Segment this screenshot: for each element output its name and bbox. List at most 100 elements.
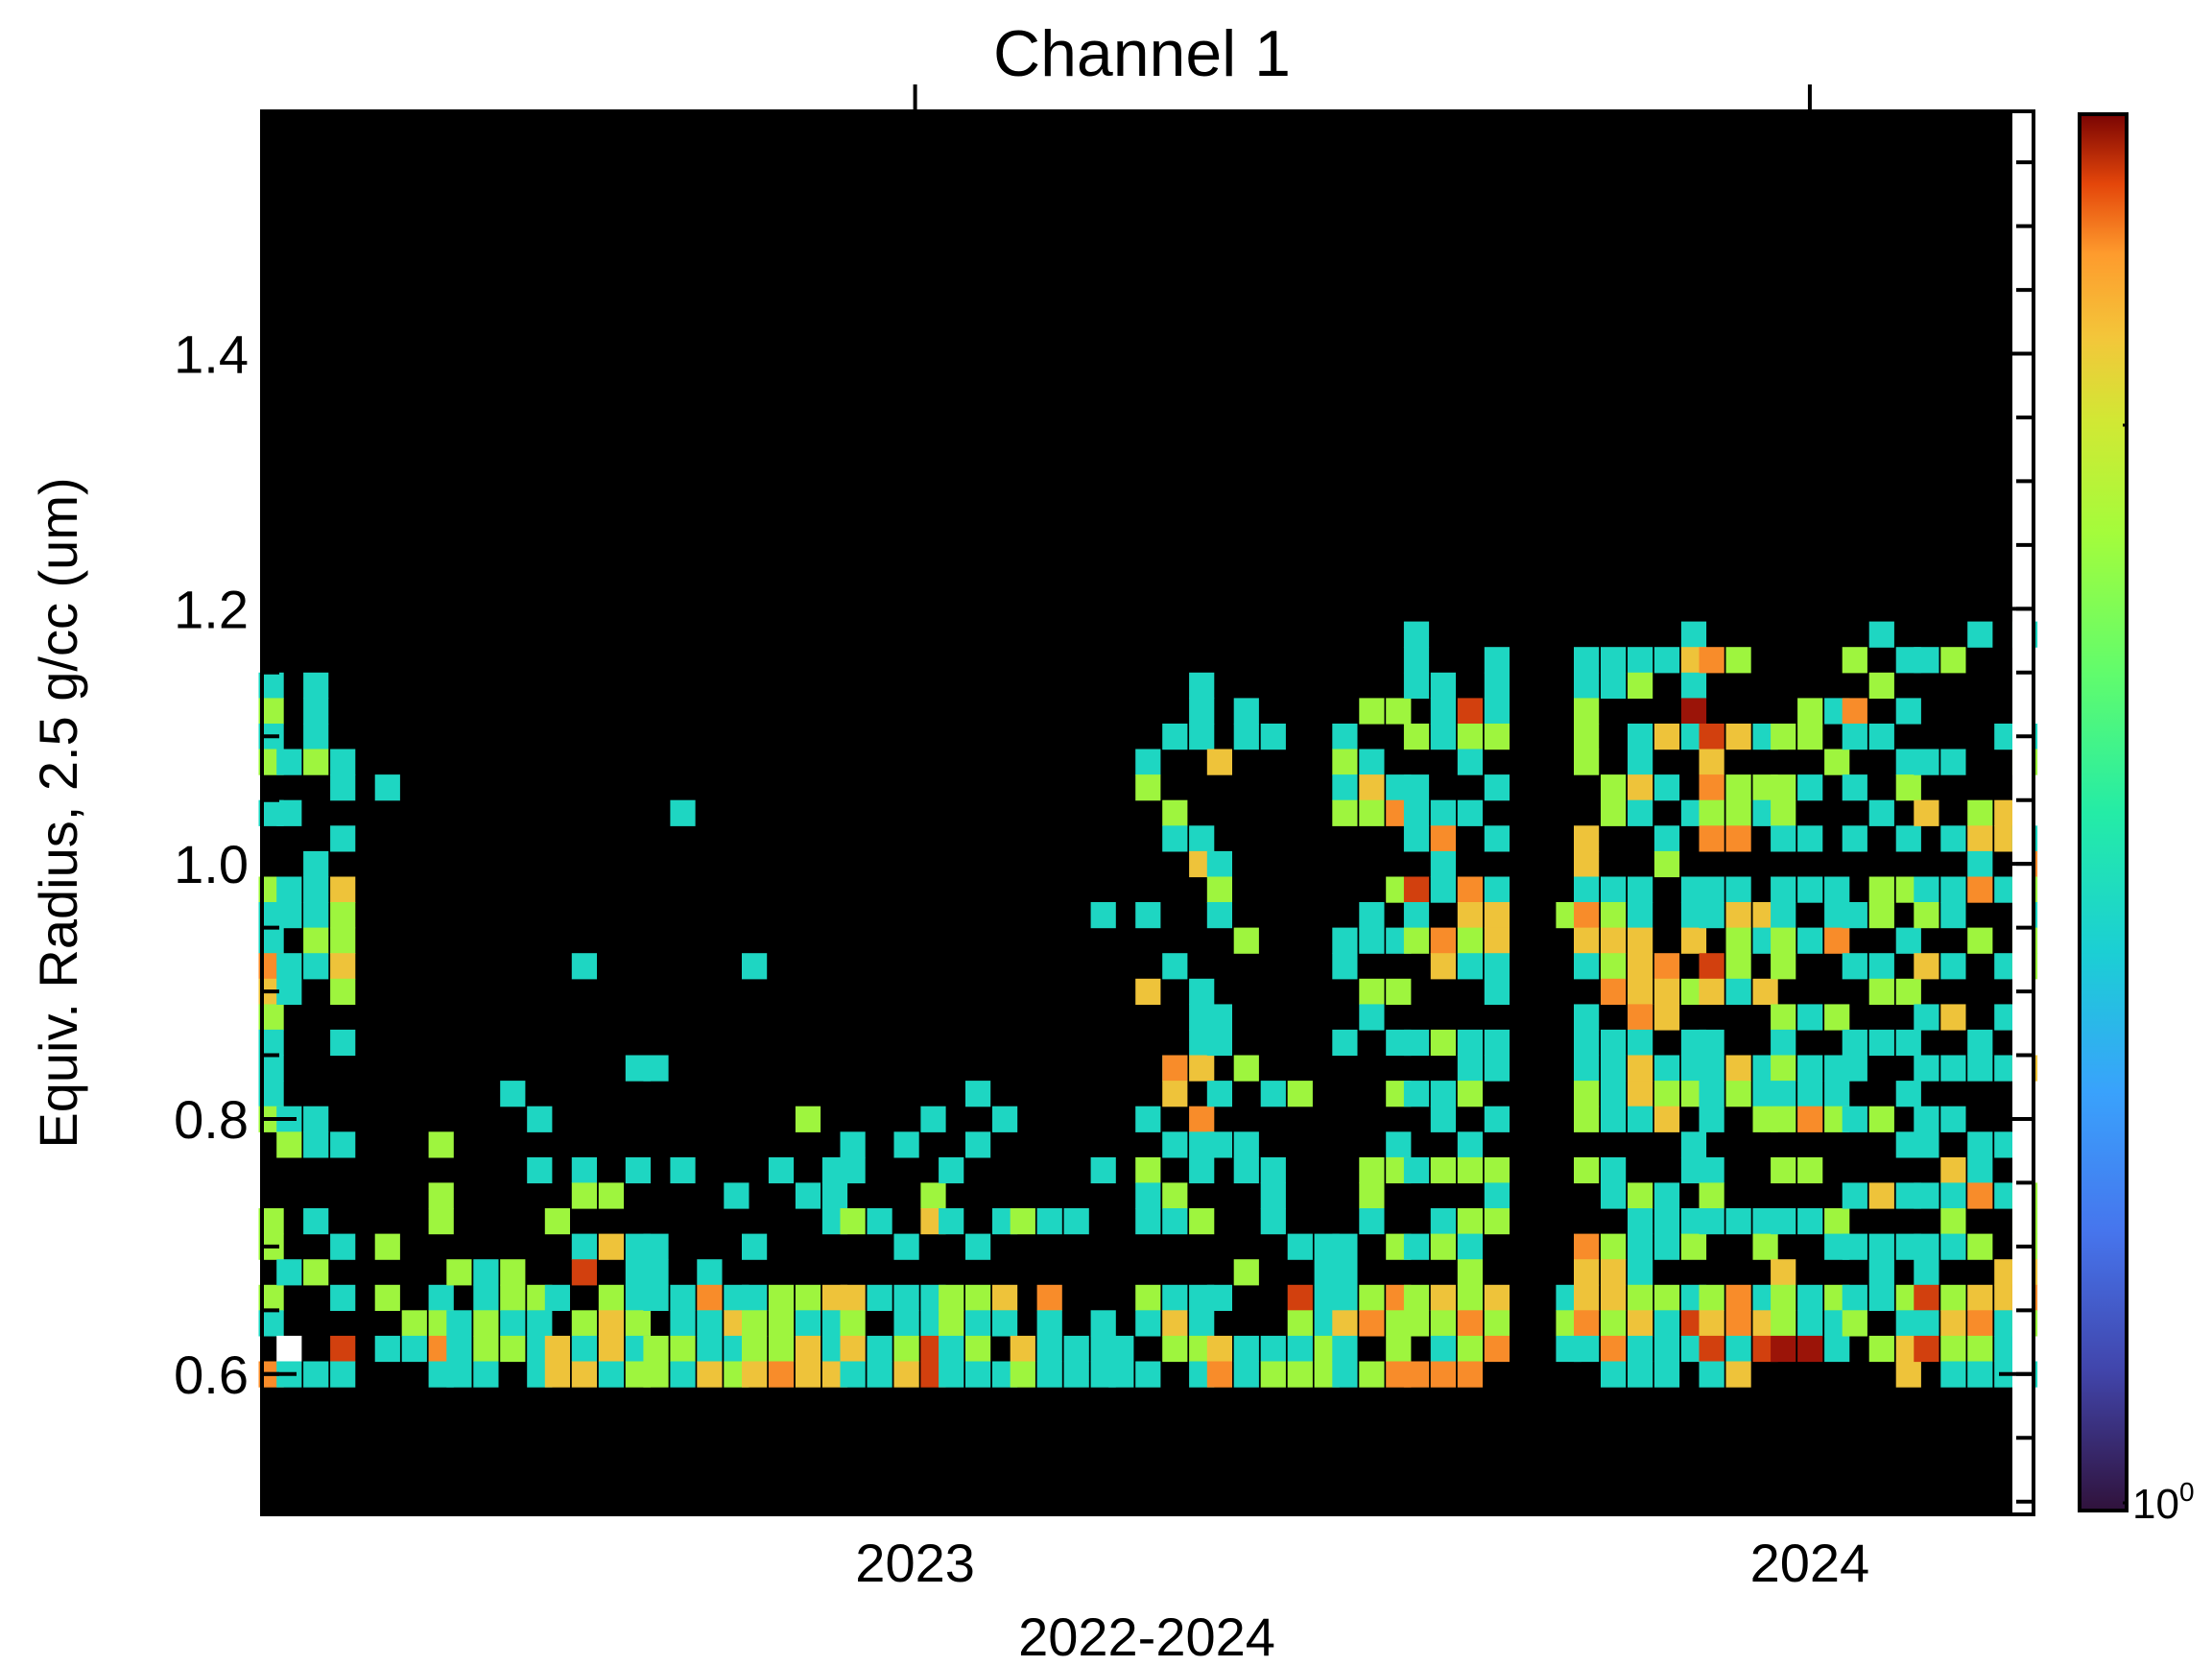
heatmap-cell <box>1206 1131 1232 1158</box>
heatmap-cell <box>1842 1029 1867 1057</box>
heatmap-cell <box>1403 1156 1430 1184</box>
heatmap-cell <box>1457 876 1483 903</box>
heatmap-cell <box>1771 774 1796 801</box>
heatmap-cell <box>768 1361 795 1388</box>
heatmap-cell <box>1868 799 1894 826</box>
heatmap-cell <box>1403 774 1430 801</box>
heatmap-cell <box>840 1335 866 1363</box>
heatmap-cell <box>1189 1310 1215 1337</box>
heatmap-cell <box>1403 1081 1430 1107</box>
heatmap-cell <box>500 1310 526 1337</box>
heatmap-cell <box>1332 1335 1358 1363</box>
heatmap-cell <box>1359 1284 1385 1311</box>
heatmap-cell <box>1653 1335 1680 1363</box>
heatmap-cell <box>670 1361 696 1388</box>
heatmap-cell <box>303 1106 329 1132</box>
heatmap-cell <box>544 1361 570 1388</box>
heatmap-cell <box>1206 1081 1232 1107</box>
heatmap-cell <box>670 1310 696 1337</box>
heatmap-cell <box>1162 724 1188 750</box>
heatmap-cell <box>1967 1284 1993 1311</box>
heatmap-cell <box>1601 672 1627 699</box>
heatmap-cell <box>867 1284 892 1311</box>
heatmap-cell <box>1162 1310 1188 1337</box>
heatmap-cell <box>1457 1259 1483 1286</box>
heatmap-cell <box>1601 1361 1627 1388</box>
heatmap-cell <box>1601 1055 1627 1082</box>
heatmap-cell <box>1403 927 1430 954</box>
heatmap-cell <box>1233 1361 1259 1388</box>
heatmap-cell <box>1457 1055 1483 1082</box>
heatmap-cell <box>276 1259 302 1286</box>
heatmap-cell <box>1359 1361 1385 1388</box>
heatmap-cell <box>1842 953 1867 980</box>
heatmap-cell <box>1010 1361 1035 1388</box>
heatmap-cell <box>670 1156 696 1184</box>
heatmap-cell <box>939 1310 964 1337</box>
heatmap-cell <box>1162 1131 1188 1158</box>
heatmap-cell <box>840 1208 866 1235</box>
heatmap-cell <box>1574 1310 1600 1337</box>
heatmap-cell <box>1457 698 1483 725</box>
heatmap-cell <box>544 1208 570 1235</box>
heatmap-cell <box>1725 1208 1751 1235</box>
heatmap-cell <box>1206 850 1232 878</box>
heatmap-cell <box>1574 1233 1600 1260</box>
heatmap-cell <box>1386 978 1412 1005</box>
x-axis-title: 2022-2024 <box>1018 1606 1275 1666</box>
heatmap-cell <box>1189 1156 1215 1184</box>
heatmap-cell <box>1135 1182 1161 1209</box>
heatmap-cell <box>1403 1233 1430 1260</box>
heatmap-cell <box>1189 1055 1215 1082</box>
heatmap-cell <box>1189 1208 1215 1235</box>
heatmap-cell <box>1601 953 1627 980</box>
heatmap-cell <box>939 1361 964 1388</box>
heatmap-cell <box>1771 1259 1796 1286</box>
heatmap-cell <box>1699 749 1724 775</box>
heatmap-cell <box>1628 1055 1653 1082</box>
heatmap-cell <box>1135 1106 1161 1132</box>
heatmap-cell <box>1628 1233 1653 1260</box>
heatmap-cell <box>1206 1284 1232 1311</box>
heatmap-cell <box>1967 621 1993 648</box>
y-tick-label: 1.0 <box>174 834 249 894</box>
heatmap-cell <box>965 1284 991 1311</box>
heatmap-cell <box>428 1182 454 1209</box>
heatmap-cell <box>330 876 356 903</box>
heatmap-cell <box>1601 1310 1627 1337</box>
heatmap-cell <box>697 1361 723 1388</box>
heatmap-cell <box>1403 1284 1430 1311</box>
heatmap-cell <box>1628 1208 1653 1235</box>
heatmap-cell <box>1752 978 1778 1005</box>
heatmap-cell <box>1940 1106 1966 1132</box>
heatmap-cell <box>1457 1233 1483 1260</box>
heatmap-cell <box>330 1284 356 1311</box>
heatmap-cell <box>1332 953 1358 980</box>
heatmap-cell <box>1842 1055 1867 1082</box>
heatmap-cell <box>1699 724 1724 750</box>
heatmap-cell <box>992 1284 1018 1311</box>
heatmap-cell <box>1967 1029 1993 1057</box>
heatmap-cell <box>1601 1081 1627 1107</box>
heatmap-cell <box>1484 876 1510 903</box>
heatmap-cell <box>1332 799 1358 826</box>
heatmap-cell <box>1967 850 1993 878</box>
heatmap-cell <box>1206 1335 1232 1363</box>
heatmap-cell <box>1771 799 1796 826</box>
heatmap-cell <box>1010 1208 1035 1235</box>
heatmap-cell <box>276 799 302 826</box>
heatmap-cell <box>1868 902 1894 929</box>
heatmap-cell <box>1206 1361 1232 1388</box>
colorbar-tick-exponent: 0 <box>2179 1477 2195 1507</box>
heatmap-cell <box>840 1310 866 1337</box>
heatmap-cell <box>1457 1208 1483 1235</box>
heatmap-cell <box>1940 876 1966 903</box>
y-tick-label: 1.4 <box>174 324 249 385</box>
heatmap-cell <box>330 1233 356 1260</box>
axes: 0.6 0.8 1.0 1.2 1.4 2023 2024 <box>174 84 2034 1593</box>
heatmap-cell <box>1725 1335 1751 1363</box>
heatmap-cell <box>670 1284 696 1311</box>
heatmap-cell <box>1771 902 1796 929</box>
y-tick-label: 1.2 <box>174 579 249 639</box>
heatmap-cell <box>1233 1055 1259 1082</box>
